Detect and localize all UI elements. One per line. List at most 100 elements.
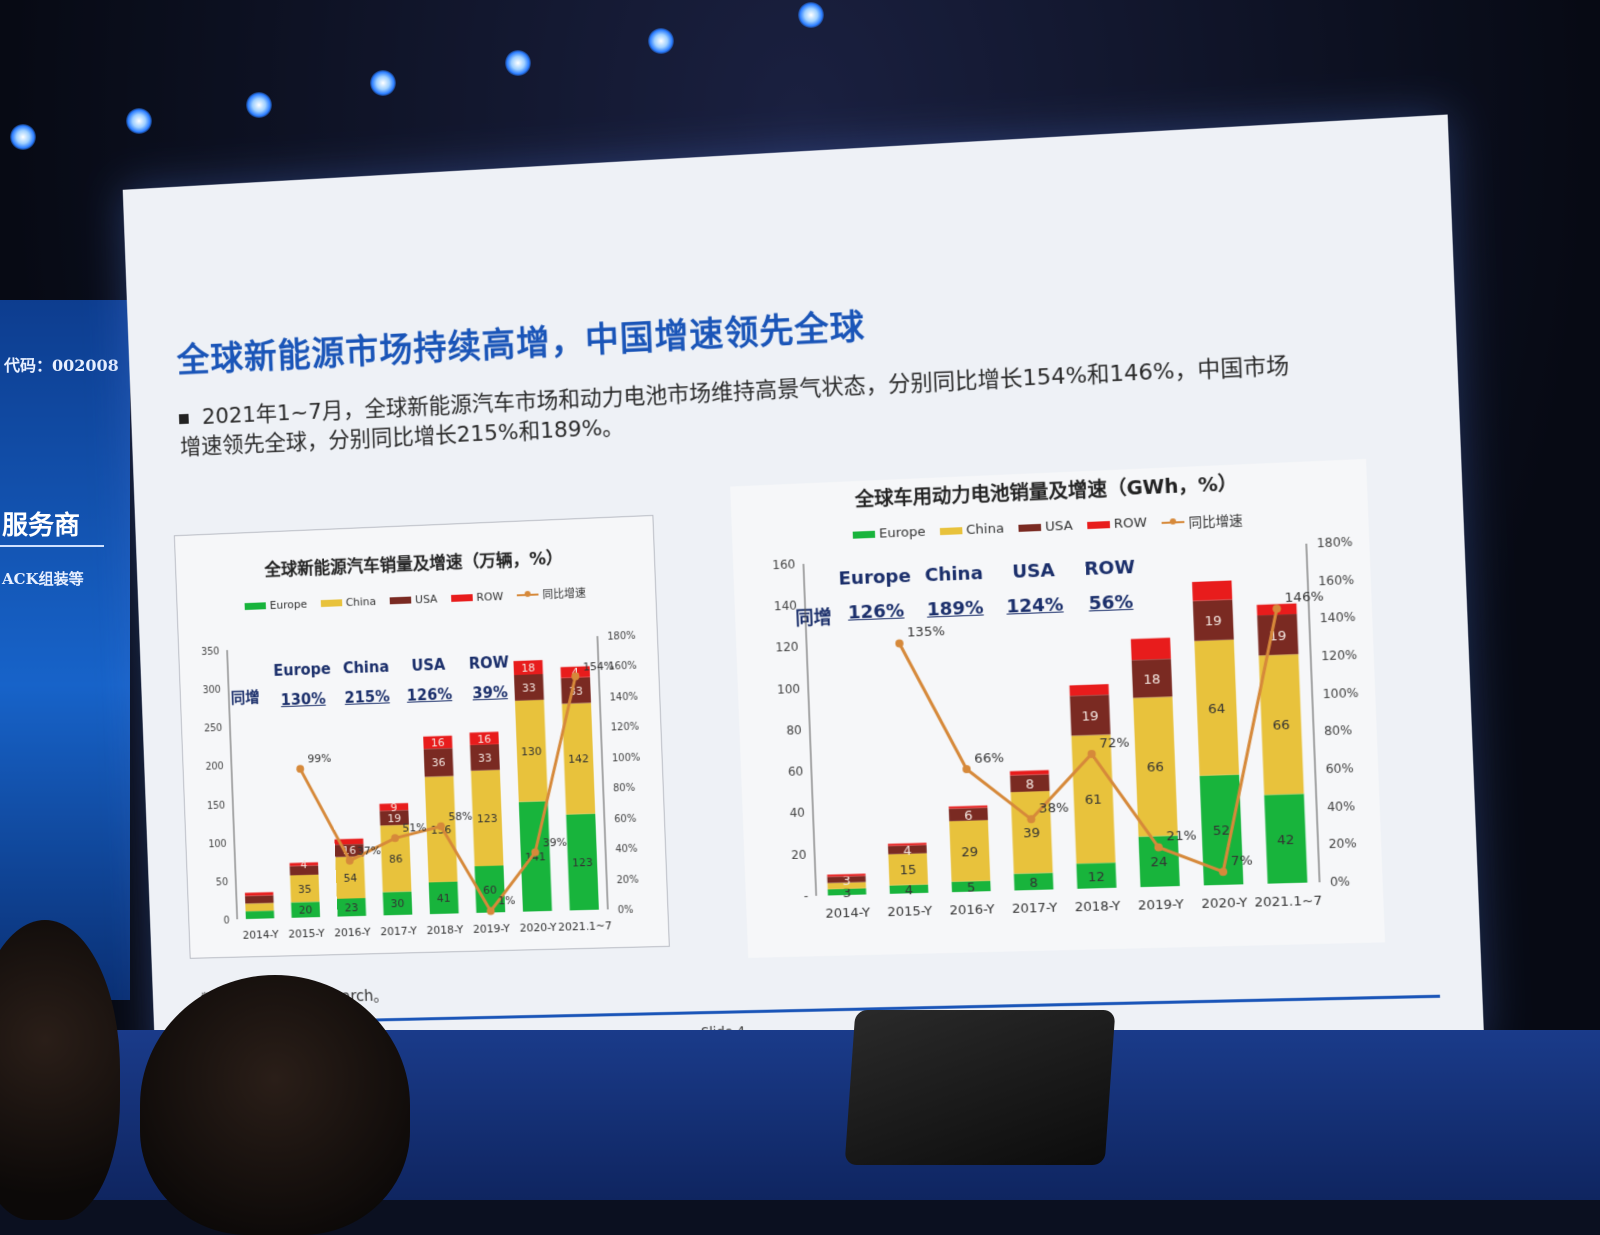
x-tick-label: 2019-Y — [1138, 897, 1184, 914]
stage-light — [798, 2, 824, 28]
stage-light — [246, 92, 272, 118]
stage-light — [648, 28, 674, 54]
x-tick-label: 2016-Y — [334, 925, 371, 939]
y-tick-label: 350 — [201, 646, 220, 658]
y2-tick-label: 180% — [607, 631, 636, 643]
bar-segment-china — [245, 903, 274, 911]
y-tick-label: 50 — [216, 877, 229, 888]
x-tick-label: 2015-Y — [288, 927, 325, 941]
y2-tick-label: 80% — [613, 783, 635, 795]
y2-tick-label: 20% — [1328, 836, 1357, 851]
y2-tick-label: 100% — [1322, 685, 1359, 701]
bar-value-label: 19 — [1204, 614, 1222, 630]
bar-value-label: 4 — [300, 858, 307, 871]
bar-value-label: 66 — [1147, 760, 1165, 776]
bar-segment-row — [1069, 684, 1108, 696]
bar-segment-usa — [245, 895, 274, 903]
bar-value-label: 16 — [431, 736, 445, 750]
stage-light — [505, 50, 531, 76]
bar-value-label: 61 — [1085, 793, 1103, 809]
bar-value-label: 19 — [1081, 709, 1099, 725]
bar-value-label: 5 — [967, 880, 976, 896]
x-tick-label: 2019-Y — [473, 922, 510, 936]
bar-value-label: 20 — [299, 903, 313, 916]
y2-tick-label: 80% — [1324, 723, 1353, 738]
side-banner: 代码：002008 服务商 ACK组装等 — [0, 300, 130, 1000]
bar-value-label: 6 — [964, 808, 973, 824]
y-tick-label: 300 — [202, 685, 221, 697]
bar-value-label: 4 — [904, 883, 913, 899]
x-tick-label: 2014-Y — [825, 905, 870, 921]
stock-code: 代码：002008 — [4, 352, 119, 376]
bar-value-label: 15 — [900, 863, 917, 879]
slide-title: 全球新能源市场持续高增，中国增速领先全球 — [176, 299, 866, 382]
y2-tick-label: 0% — [1330, 874, 1351, 889]
y-tick-label: 0 — [223, 915, 230, 926]
y-axis-left — [227, 650, 237, 919]
bar-value-label: 64 — [1208, 701, 1226, 717]
y2-tick-label: 60% — [614, 813, 636, 825]
y-axis-left — [803, 564, 816, 896]
event-stage: 代码：002008 服务商 ACK组装等 全球新能源市场持续高增，中国增速领先全… — [0, 0, 1600, 1200]
y-tick-label: 200 — [205, 762, 224, 774]
x-tick-label: 2021.1~7 — [1254, 893, 1322, 910]
x-tick-label: 2018-Y — [426, 923, 463, 937]
battery-sales-chart: 全球车用动力电池销量及增速（GWh，%） Europe China USA RO… — [730, 459, 1385, 958]
y-tick-label: 100 — [208, 839, 227, 850]
bar-value-label: 142 — [568, 752, 589, 766]
y-tick-label: 80 — [786, 723, 802, 738]
y2-tick-label: 100% — [612, 752, 641, 764]
bar-value-label: 29 — [961, 844, 978, 860]
y2-tick-label: 0% — [618, 905, 634, 917]
bar-value-label: 41 — [437, 892, 451, 905]
bar-value-label: 42 — [1277, 832, 1295, 848]
banner-divider — [0, 545, 104, 547]
y-tick-label: 150 — [207, 800, 226, 812]
ev-sales-chart: 全球新能源汽车销量及增速（万辆，%） Europe China USA ROW … — [174, 515, 670, 959]
bar-value-label: 24 — [1150, 855, 1168, 871]
x-tick-label: 2020-Y — [519, 921, 557, 935]
bar-value-label: 130 — [521, 744, 542, 758]
bullet-marker — [179, 414, 189, 424]
bar-value-label: 54 — [343, 871, 357, 884]
bar-value-label: 66 — [1272, 718, 1290, 734]
bar-value-label: 36 — [431, 756, 445, 770]
x-tick-label: 2016-Y — [949, 902, 995, 919]
y2-tick-label: 120% — [1321, 647, 1358, 663]
growth-label: 72% — [1099, 735, 1129, 751]
bar-value-label: 4 — [903, 843, 912, 859]
y2-tick-label: 60% — [1325, 761, 1354, 776]
y-tick-label: 20 — [791, 847, 807, 862]
growth-label: 58% — [448, 809, 472, 823]
bar-segment-row — [1131, 638, 1171, 660]
growth-label: 38% — [1039, 801, 1069, 817]
x-tick-label: 2017-Y — [1012, 900, 1058, 917]
bar-value-label: 39 — [1023, 826, 1041, 842]
bar-value-label: 60 — [483, 883, 497, 896]
bar-value-label: 30 — [390, 897, 404, 910]
bar-value-label: 52 — [1213, 823, 1231, 839]
bar-value-label: 33 — [478, 751, 492, 765]
chart-plot: 0 50 100 150 200 250 300 350 0% 20% 40% 60% 80% 100% 1… — [175, 516, 669, 958]
stage-light — [10, 124, 36, 150]
growth-label: 66% — [974, 751, 1004, 767]
growth-label: 7% — [1231, 853, 1253, 869]
bar-value-label: 86 — [389, 852, 403, 865]
growth-label: 51% — [402, 821, 426, 835]
service-label: 服务商 — [2, 505, 80, 542]
bar-value-label: 23 — [344, 901, 358, 914]
bar-segment-europe — [246, 911, 275, 919]
y2-tick-label: 160% — [1318, 572, 1355, 588]
y-tick-label: 140 — [774, 599, 798, 614]
growth-label: 146% — [1284, 589, 1323, 606]
chart-plot: - 20 40 60 80 100 120 140 160 0% 20% 40% 60% 80% 100% 1… — [730, 459, 1385, 958]
audience-head — [140, 975, 410, 1235]
bar-value-label: 123 — [572, 856, 593, 870]
pack-label: ACK组装等 — [2, 568, 84, 589]
stage-monitor-speaker — [845, 1010, 1116, 1165]
bar-segment-row — [1192, 580, 1232, 600]
y-tick-label: 120 — [775, 640, 799, 655]
y-axis-right — [597, 636, 607, 909]
growth-label: 37% — [357, 844, 381, 858]
y-tick-label: 250 — [204, 723, 223, 735]
